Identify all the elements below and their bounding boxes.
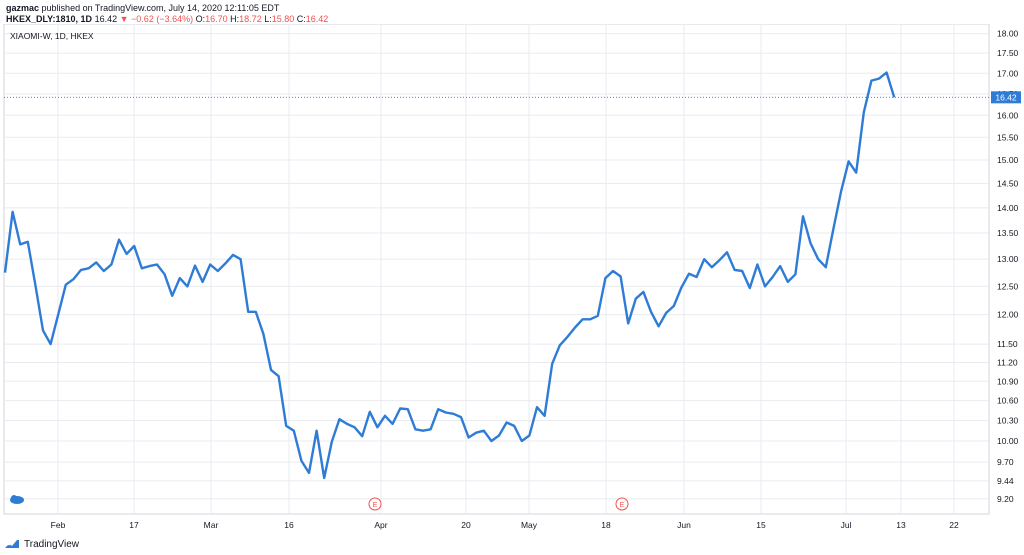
chart-title: XIAOMI-W, 1D, HKEX <box>10 31 94 41</box>
cloud-icon-shape <box>11 495 17 501</box>
y-tick-label: 10.00 <box>997 436 1019 446</box>
symbol-label: HKEX_DLY:1810, 1D <box>6 14 93 24</box>
x-tick-label: 22 <box>949 520 959 530</box>
high-value: 18.72 <box>239 14 262 24</box>
x-tick-label: 18 <box>601 520 611 530</box>
footer: TradingView <box>4 538 79 550</box>
y-tick-label: 18.00 <box>997 29 1019 39</box>
plot-area <box>3 24 990 515</box>
y-tick-label: 11.20 <box>997 357 1018 367</box>
y-tick-label: 16.00 <box>997 110 1019 120</box>
low-value: 15.80 <box>271 14 295 24</box>
footer-brand[interactable]: TradingView <box>24 538 80 550</box>
publish-text: published on TradingView.com, July 14, 2… <box>41 3 280 13</box>
y-tick-label: 11.50 <box>997 339 1018 349</box>
earnings-marker-label: E <box>620 502 625 509</box>
earnings-marker-label: E <box>373 502 378 509</box>
y-tick-label: 14.00 <box>997 203 1019 213</box>
x-tick-label: Feb <box>51 520 66 530</box>
y-tick-label: 9.44 <box>997 476 1014 486</box>
publish-info: gazmac published on TradingView.com, Jul… <box>6 3 279 13</box>
close-label: C: <box>296 14 306 24</box>
y-tick-label: 9.20 <box>997 494 1014 504</box>
y-tick-label: 9.70 <box>997 457 1014 467</box>
tradingview-logo-icon[interactable] <box>4 538 20 550</box>
open-label: O: <box>195 14 206 24</box>
y-tick-label: 14.50 <box>997 178 1019 188</box>
x-tick-label: May <box>521 520 538 530</box>
ohlc-bar: HKEX_DLY:1810, 1D 16.42 ▼ −0.62 (−3.64%)… <box>6 14 328 24</box>
down-triangle-icon: ▼ <box>119 14 129 24</box>
author-name[interactable]: gazmac <box>6 3 40 13</box>
price-chart[interactable]: 9.20 9.44 9.70 10.00 10.30 10.60 10.90 11.20 11.… <box>0 24 1024 535</box>
last-price-label: 16.42 <box>995 92 1017 102</box>
x-tick-label: 16 <box>284 520 294 530</box>
y-tick-label: 10.90 <box>997 376 1019 386</box>
y-tick-label: 17.50 <box>997 48 1019 58</box>
x-tick-label: 17 <box>129 520 139 530</box>
y-tick-label: 10.60 <box>997 396 1019 406</box>
x-tick-label: 20 <box>461 520 471 530</box>
low-label: L: <box>264 14 272 24</box>
y-tick-label: 12.50 <box>997 281 1019 291</box>
price-line <box>3 71 896 480</box>
y-tick-label: 15.00 <box>997 155 1019 165</box>
earnings-marker <box>368 497 382 511</box>
last-price-badge <box>991 91 1021 104</box>
cloud-icon <box>10 495 24 504</box>
x-tick-label: Mar <box>204 520 219 530</box>
x-tick-label: Jun <box>677 520 691 530</box>
x-tick-label: Apr <box>374 520 387 530</box>
y-tick-label: 12.00 <box>997 310 1019 320</box>
y-tick-label: 15.50 <box>997 132 1019 142</box>
earnings-marker <box>615 497 629 511</box>
x-tick-label: 13 <box>896 520 906 530</box>
change-value: −0.62 (−3.64%) <box>131 14 194 24</box>
x-tick-label: 15 <box>756 520 766 530</box>
y-tick-label: 17.00 <box>997 68 1019 78</box>
y-tick-label: 13.50 <box>997 228 1019 238</box>
high-label: H: <box>230 14 240 24</box>
last-price: 16.42 <box>94 14 118 24</box>
open-value: 16.70 <box>205 14 228 24</box>
y-tick-label: 13.00 <box>997 254 1019 264</box>
y-tick-label: 10.30 <box>997 416 1019 426</box>
close-value: 16.42 <box>305 14 329 24</box>
x-tick-label: Jul <box>841 520 852 530</box>
